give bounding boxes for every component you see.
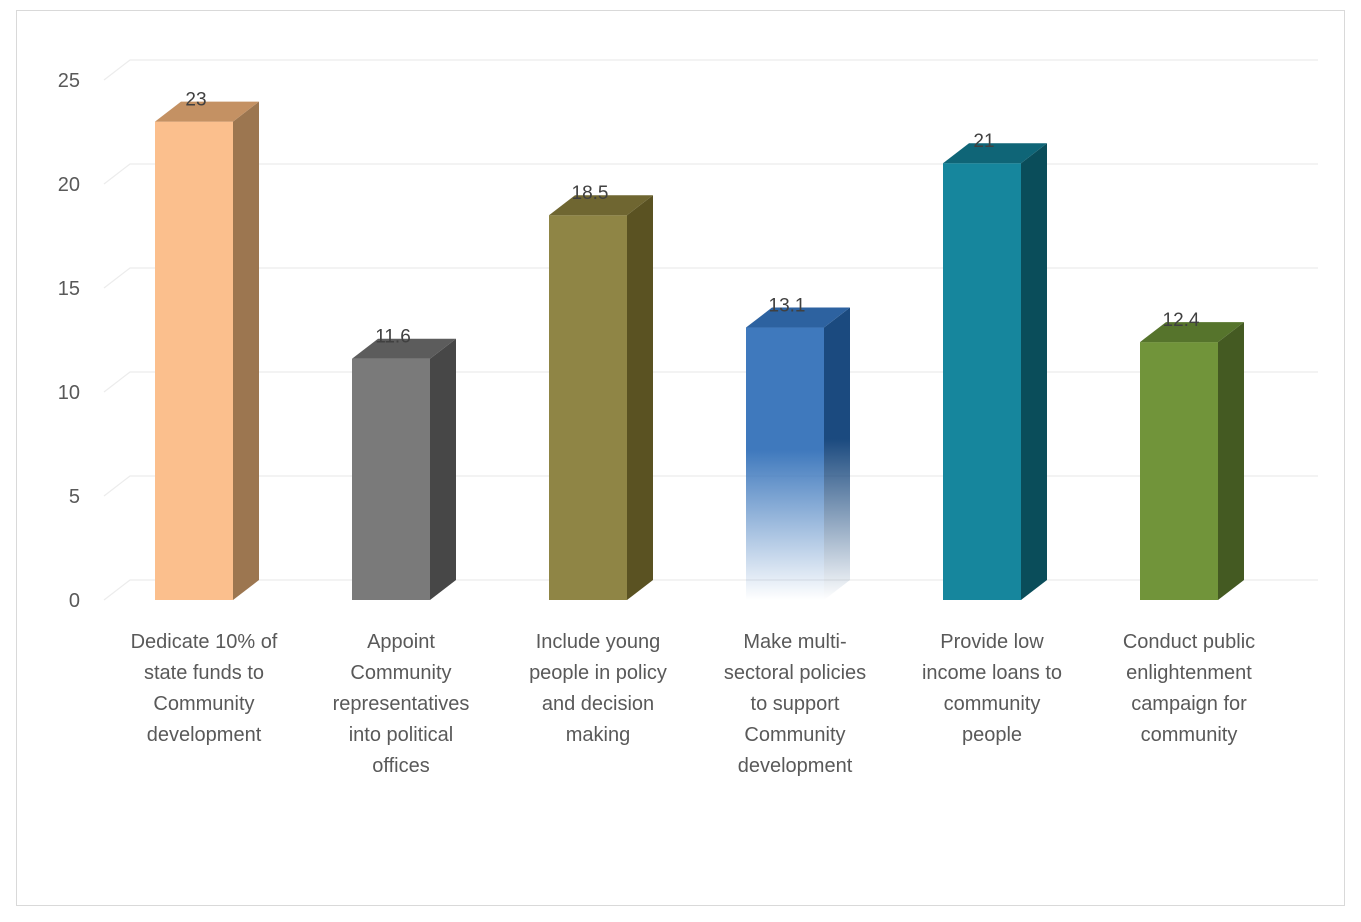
bar-side (627, 195, 653, 600)
bar (549, 195, 653, 600)
x-tick-label-line: Dedicate 10% of (131, 631, 278, 653)
gridline (103, 579, 1318, 601)
bar-front (746, 327, 824, 600)
x-tick-label-line: income loans to (922, 662, 1062, 684)
x-tick-label-line: state funds to (144, 662, 264, 684)
x-tick-label-line: making (566, 724, 630, 746)
bars (155, 101, 1244, 600)
bar-side (233, 101, 259, 600)
x-tick-label-line: to support (751, 693, 840, 715)
gridline (103, 59, 1318, 81)
bar (943, 143, 1047, 600)
bar-side (824, 307, 850, 600)
bar-top (549, 195, 653, 216)
x-tick-label-line: Include young (536, 631, 661, 653)
gridline (103, 475, 1318, 497)
data-label: 21 (973, 131, 994, 152)
x-tick-label-line: offices (372, 755, 429, 777)
gridline (103, 371, 1318, 393)
x-tick-label-line: and decision (542, 693, 654, 715)
data-label: 13.1 (769, 296, 806, 317)
bar-side (1021, 143, 1047, 600)
bar-front (155, 121, 233, 600)
x-tick-label-line: Appoint (367, 631, 435, 653)
x-tick-label-line: development (738, 755, 853, 777)
bar-side (1218, 322, 1244, 600)
x-tick-label: Appoint Community representatives into poli… (333, 631, 470, 777)
x-tick-label: Include young people in policy and decisio… (529, 631, 667, 746)
x-tick-label-line: Provide low (940, 631, 1044, 653)
x-tick-label-line: community (944, 693, 1041, 715)
x-tick-label-line: Community (744, 724, 845, 746)
x-tick-label-line: people (962, 724, 1022, 746)
bar (155, 101, 259, 600)
x-tick-label-line: sectoral policies (724, 662, 866, 684)
y-axis: 0 5 10 15 20 25 (58, 70, 80, 612)
x-axis: Dedicate 10% of state funds to Community de… (131, 631, 1256, 777)
bar-front (352, 358, 430, 600)
x-tick-label-line: Make multi- (743, 631, 846, 653)
bar-front (1140, 342, 1218, 600)
data-label: 11.6 (375, 327, 411, 348)
bar-front (549, 215, 627, 600)
bar (746, 307, 850, 600)
bar-front (943, 163, 1021, 600)
bar-side (430, 338, 456, 600)
y-tick-label: 5 (69, 486, 80, 508)
x-tick-label: Make multi-sectoral policies to support Co… (724, 631, 866, 777)
y-tick-label: 15 (58, 278, 80, 300)
x-tick-label-line: people in policy (529, 662, 667, 684)
data-label: 23 (185, 90, 206, 111)
y-tick-label: 20 (58, 174, 80, 196)
bar-top (155, 101, 259, 122)
x-tick-label-line: Conduct public (1123, 631, 1255, 653)
bar-top (746, 307, 850, 328)
bar-top (1140, 322, 1244, 343)
y-tick-label: 10 (58, 382, 80, 404)
x-tick-label-line: into political (349, 724, 454, 746)
bar-top (352, 338, 456, 359)
x-tick-label: Provide low income loans to community peopl… (922, 631, 1062, 746)
gridline (103, 267, 1318, 289)
x-tick-label-line: Community (350, 662, 451, 684)
data-labels: 23 11.6 18.5 13.1 21 12.4 (185, 90, 1199, 348)
x-tick-label-line: Community (153, 693, 254, 715)
bar (352, 338, 456, 600)
x-tick-label-line: community (1141, 724, 1238, 746)
y-tick-label: 25 (58, 70, 80, 92)
gridlines (103, 59, 1318, 601)
data-label: 18.5 (572, 183, 609, 204)
x-tick-label: Conduct public enlightenment campaign for c… (1123, 631, 1255, 746)
x-tick-label-line: development (147, 724, 262, 746)
x-tick-label-line: representatives (333, 693, 470, 715)
data-label: 12.4 (1163, 310, 1200, 331)
x-tick-label: Dedicate 10% of state funds to Community de… (131, 631, 278, 746)
bar (1140, 322, 1244, 600)
x-tick-label-line: enlightenment (1126, 662, 1252, 684)
y-tick-label: 0 (69, 590, 80, 612)
x-tick-label-line: campaign for (1131, 693, 1247, 715)
gridline (103, 163, 1318, 185)
bar-top (943, 143, 1047, 164)
